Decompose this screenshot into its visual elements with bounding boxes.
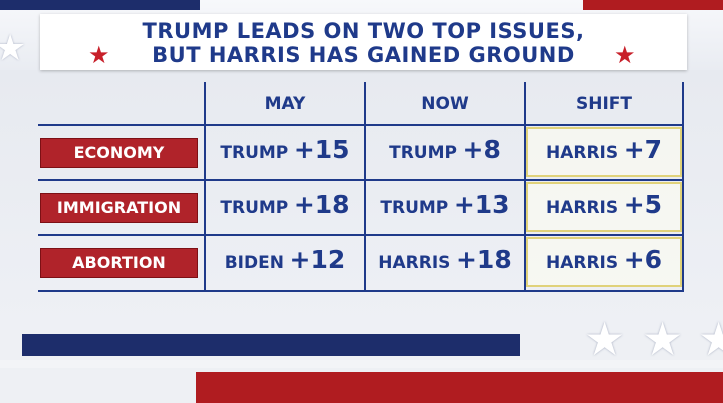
cell-economy-may: TRUMP +15 — [206, 135, 364, 164]
candidate-name: TRUMP — [389, 143, 457, 163]
margin-value: +18 — [293, 190, 350, 219]
star-icon: ★ — [88, 41, 110, 69]
candidate-name: HARRIS — [378, 253, 451, 273]
grid-line — [204, 82, 206, 292]
title-line-1: TRUMP LEADS ON TWO TOP ISSUES, — [142, 19, 585, 43]
bottom-red-bar — [196, 372, 723, 403]
grid-line — [38, 290, 684, 292]
cell-immigration-shift: HARRIS +5 — [526, 190, 682, 219]
star-icon: ★ — [584, 312, 626, 366]
cell-economy-shift: HARRIS +7 — [526, 135, 682, 164]
column-header-may: MAY — [264, 94, 306, 114]
margin-value: +5 — [623, 190, 663, 219]
star-icon: ★ — [698, 312, 723, 366]
grid-line — [38, 179, 684, 181]
margin-value: +6 — [623, 245, 663, 274]
candidate-name: BIDEN — [224, 253, 284, 273]
cell-immigration-now: TRUMP +13 — [366, 190, 524, 219]
cell-economy-now: TRUMP +8 — [366, 135, 524, 164]
candidate-name: HARRIS — [545, 143, 619, 163]
top-blue-stripe — [0, 0, 200, 10]
candidate-name: HARRIS — [545, 253, 619, 273]
results-table: MAY NOW SHIFT ECONOMY TRUMP +15 TRUMP +8… — [38, 82, 684, 292]
shift-highlight — [526, 182, 682, 232]
bottom-white-stripe — [0, 360, 723, 368]
cell-abortion-shift: HARRIS +6 — [526, 245, 682, 274]
row-label-abortion: ABORTION — [40, 248, 198, 278]
cell-abortion-now: HARRIS +18 — [366, 245, 524, 274]
grid-line — [524, 82, 526, 292]
star-icon: ★ — [0, 28, 27, 69]
grid-line — [38, 234, 684, 236]
grid-line — [682, 82, 684, 292]
shift-highlight — [526, 127, 682, 177]
candidate-name: TRUMP — [220, 143, 289, 163]
grid-line — [38, 124, 684, 126]
margin-value: +7 — [623, 135, 663, 164]
title-line-2: BUT HARRIS HAS GAINED GROUND — [152, 43, 575, 67]
row-label-immigration: IMMIGRATION — [40, 193, 198, 223]
margin-value: +13 — [453, 190, 510, 219]
candidate-name: TRUMP — [220, 198, 289, 218]
column-header-shift: SHIFT — [575, 94, 632, 114]
shift-highlight — [526, 237, 682, 287]
candidate-name: TRUMP — [380, 198, 449, 218]
margin-value: +12 — [289, 245, 346, 274]
margin-value: +18 — [455, 245, 512, 274]
cell-immigration-may: TRUMP +18 — [206, 190, 364, 219]
row-label-economy: ECONOMY — [40, 138, 198, 168]
column-header-now: NOW — [421, 94, 469, 114]
star-icon: ★ — [614, 41, 636, 69]
cell-abortion-may: BIDEN +12 — [206, 245, 364, 274]
grid-line — [364, 82, 366, 292]
bottom-blue-bar — [22, 334, 520, 356]
top-red-stripe — [583, 0, 723, 10]
margin-value: +8 — [462, 135, 501, 164]
star-icon: ★ — [642, 312, 684, 366]
margin-value: +15 — [293, 135, 350, 164]
candidate-name: HARRIS — [545, 198, 619, 218]
title-banner: TRUMP LEADS ON TWO TOP ISSUES, BUT HARRI… — [40, 14, 687, 70]
